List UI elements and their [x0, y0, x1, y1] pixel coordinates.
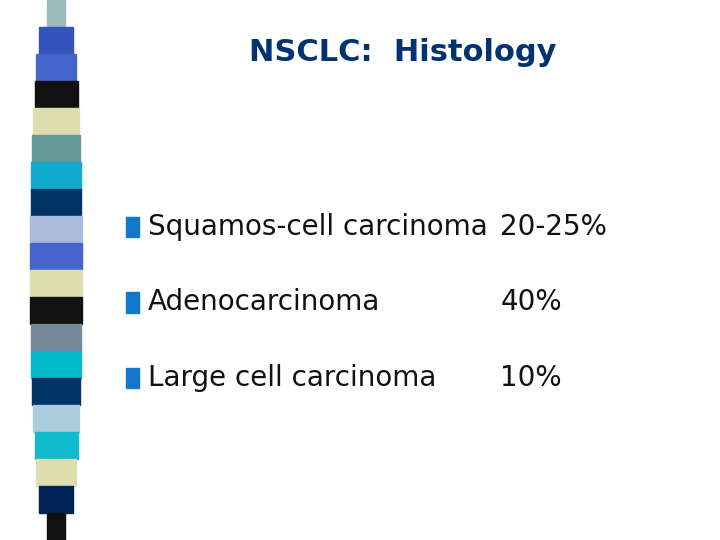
Text: Squamos-cell carcinoma: Squamos-cell carcinoma [148, 213, 487, 241]
Bar [126, 368, 139, 388]
Bar [30, 270, 82, 297]
Bar [47, 513, 66, 540]
Bar [32, 162, 81, 189]
Text: 10%: 10% [500, 364, 562, 392]
Bar [33, 405, 79, 432]
Bar [30, 243, 82, 270]
Bar [31, 189, 81, 216]
Bar [32, 135, 80, 162]
Text: Large cell carcinoma: Large cell carcinoma [148, 364, 436, 392]
Text: NSCLC:  Histology: NSCLC: Histology [249, 38, 557, 67]
Bar [39, 486, 73, 513]
Text: Adenocarcinoma: Adenocarcinoma [148, 288, 380, 316]
Text: 40%: 40% [500, 288, 562, 316]
Bar [32, 351, 81, 378]
Bar [39, 27, 73, 54]
Bar [48, 0, 65, 27]
Bar [30, 216, 82, 243]
Text: 20-25%: 20-25% [500, 213, 607, 241]
Bar [37, 54, 76, 81]
Bar [32, 378, 80, 405]
Bar [35, 81, 78, 108]
Bar [31, 324, 81, 351]
Bar [126, 217, 139, 237]
Bar [30, 297, 82, 324]
Bar [33, 108, 79, 135]
Bar [37, 459, 76, 486]
Bar [126, 292, 139, 313]
Bar [35, 432, 78, 459]
